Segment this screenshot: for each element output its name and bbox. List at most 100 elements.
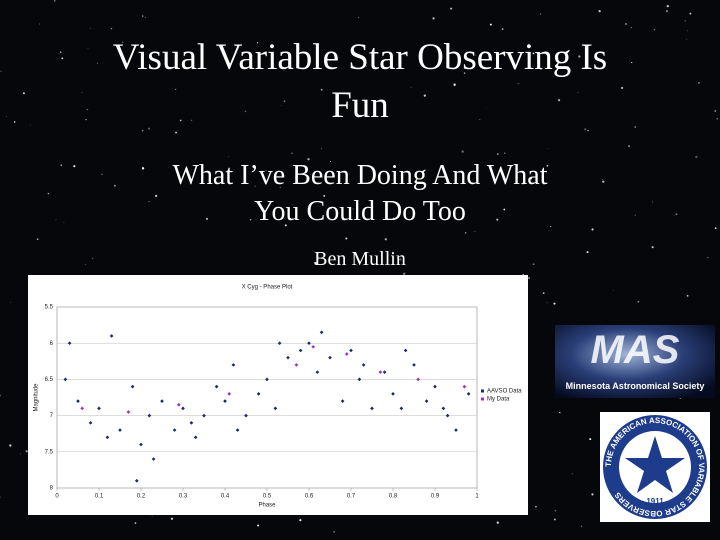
x-axis-label: Phase: [258, 503, 276, 509]
star: [330, 207, 332, 210]
phase-plot: X Cyg - Phase Plot Phase Magnitude 5.5 6 6.5 7…: [28, 275, 528, 515]
data-point: [378, 370, 383, 374]
star: [558, 99, 561, 102]
star: [299, 519, 302, 522]
star: [228, 156, 229, 157]
star: [155, 194, 158, 197]
data-point: [416, 377, 421, 382]
star: [686, 38, 688, 40]
x-tick-label: 0.7: [347, 494, 356, 500]
star: [665, 9, 669, 13]
data-point: [130, 384, 135, 389]
star: [141, 167, 145, 170]
star: [47, 192, 50, 195]
star: [148, 127, 151, 130]
y-tick-label: 7.5: [45, 449, 54, 455]
star: [101, 173, 103, 176]
star: [179, 119, 182, 122]
y-tick-label: 5.5: [45, 305, 54, 311]
x-tick-label: 0.9: [431, 494, 440, 500]
star: [60, 51, 62, 53]
star: [30, 124, 32, 126]
star: [58, 53, 60, 55]
slide-title: Visual Variable Star Observing Is: [112, 37, 608, 78]
star: [547, 148, 549, 150]
star: [578, 55, 581, 58]
x-tick-label: 0: [55, 494, 59, 500]
star: [496, 521, 499, 524]
star: [532, 263, 535, 266]
star: [333, 531, 335, 533]
star: [175, 88, 177, 90]
data-point: [399, 406, 404, 411]
legend-swatch: [481, 389, 484, 393]
star: [84, 263, 86, 265]
data-point: [382, 370, 387, 374]
star: [60, 164, 63, 167]
star: [602, 180, 605, 183]
star: [540, 68, 542, 70]
star: [591, 228, 594, 231]
star: [36, 238, 39, 240]
star: [0, 394, 1, 397]
star: [714, 110, 717, 112]
plot-area: [56, 306, 478, 489]
data-point: [403, 348, 408, 353]
star: [320, 88, 323, 91]
star: [535, 505, 537, 508]
star: [387, 67, 389, 69]
star: [73, 165, 76, 168]
data-point: [189, 421, 194, 425]
star: [486, 108, 488, 109]
star: [280, 105, 282, 106]
star: [637, 301, 639, 303]
x-tick-label: 0.4: [221, 494, 230, 500]
data-point: [214, 384, 219, 389]
star: [517, 83, 519, 84]
data-point: [202, 413, 206, 418]
star: [625, 23, 628, 25]
star: [503, 152, 506, 154]
star: [399, 258, 402, 261]
star: [577, 92, 579, 93]
star: [25, 450, 28, 453]
star: [666, 4, 669, 8]
star: [489, 23, 492, 26]
star: [358, 17, 360, 19]
star: [134, 522, 137, 524]
data-point: [105, 435, 110, 440]
data-point: [340, 399, 345, 403]
star: [559, 411, 561, 414]
star: [142, 15, 144, 17]
star: [634, 126, 636, 128]
star: [90, 27, 91, 29]
star: [206, 217, 209, 220]
star: [638, 301, 640, 303]
star: [686, 295, 689, 297]
y-tick-label: 8: [50, 486, 54, 492]
author: Ben Mullin: [314, 248, 406, 270]
star: [122, 41, 124, 43]
data-point: [109, 334, 114, 338]
star: [87, 47, 89, 49]
star: [628, 145, 630, 148]
star: [91, 257, 94, 260]
star: [587, 130, 589, 132]
star: [684, 20, 686, 22]
x-tick-label: 0.6: [305, 494, 314, 500]
star: [291, 152, 293, 154]
star: [321, 148, 322, 150]
star: [581, 525, 582, 527]
y-tick-label: 6.5: [45, 377, 54, 383]
star: [96, 62, 99, 64]
star: [141, 129, 144, 132]
data-point: [319, 330, 324, 335]
star: [432, 17, 435, 20]
x-tick-label: 0.5: [263, 494, 272, 500]
data-point: [298, 348, 303, 353]
data-point: [80, 406, 85, 411]
star: [687, 30, 688, 31]
star: [554, 509, 557, 512]
star: [265, 169, 267, 171]
